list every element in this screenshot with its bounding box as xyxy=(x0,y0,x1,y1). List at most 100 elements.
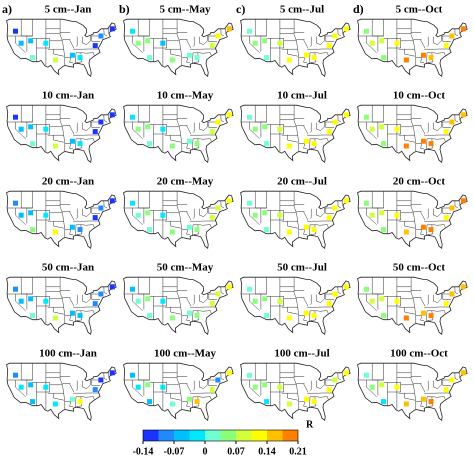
station xyxy=(92,301,98,307)
us-map xyxy=(357,362,468,422)
state-line xyxy=(316,208,325,217)
station xyxy=(147,227,153,233)
station xyxy=(135,384,141,390)
state-line xyxy=(225,286,227,292)
state-line xyxy=(103,28,108,37)
us-outline xyxy=(123,276,234,336)
station xyxy=(369,384,375,390)
us-map xyxy=(6,362,117,422)
us-outline xyxy=(123,104,234,164)
station xyxy=(428,141,434,147)
state-line xyxy=(249,380,260,397)
station xyxy=(326,215,332,221)
station xyxy=(215,291,221,297)
state-line xyxy=(366,380,377,397)
state-line xyxy=(426,294,429,305)
state-line xyxy=(108,114,110,120)
state-line xyxy=(426,208,429,219)
station xyxy=(28,382,34,388)
station xyxy=(264,227,270,233)
station xyxy=(147,55,153,61)
panel-title: 10 cm--May xyxy=(157,90,214,102)
state-line xyxy=(266,210,284,221)
state-line xyxy=(366,294,377,311)
panel-title: 50 cm--Jul xyxy=(277,262,327,274)
station xyxy=(449,291,455,297)
station xyxy=(311,55,317,61)
state-line xyxy=(32,124,50,135)
station xyxy=(311,399,317,405)
state-line xyxy=(186,297,192,307)
panel-title: 5 cm--Oct xyxy=(396,4,443,16)
station xyxy=(186,310,192,316)
state-line xyxy=(324,207,334,214)
state-line xyxy=(69,383,75,393)
station xyxy=(12,286,18,292)
us-outline xyxy=(240,276,351,336)
state-line xyxy=(220,200,225,209)
panel-label: c) xyxy=(236,2,245,16)
colorbar-bin xyxy=(143,430,159,441)
state-line xyxy=(266,296,284,307)
station xyxy=(303,52,309,58)
state-line xyxy=(207,207,217,214)
state-line xyxy=(420,211,426,221)
state-line xyxy=(75,36,78,47)
state-line xyxy=(199,122,208,131)
us-outline xyxy=(240,18,351,78)
station xyxy=(379,382,385,388)
station xyxy=(92,129,98,135)
station xyxy=(428,399,434,405)
station xyxy=(52,315,58,321)
state-line xyxy=(103,200,108,209)
state-line xyxy=(426,310,428,322)
state-line xyxy=(75,310,77,322)
station xyxy=(326,43,332,49)
panel-title: 10 cm--Jul xyxy=(277,90,327,102)
station xyxy=(28,124,34,130)
state-line xyxy=(186,125,192,135)
station xyxy=(252,126,258,132)
state-line xyxy=(192,138,194,150)
station xyxy=(311,227,317,233)
state-line xyxy=(75,294,78,305)
state-line xyxy=(82,208,91,217)
state-line xyxy=(69,211,75,221)
state-line xyxy=(32,296,50,307)
station xyxy=(43,384,49,390)
state-line xyxy=(266,38,284,49)
us-outline xyxy=(357,362,468,422)
state-line xyxy=(75,380,78,391)
state-line xyxy=(53,49,64,57)
state-line xyxy=(132,208,143,225)
panel-title: 5 cm--May xyxy=(159,4,211,16)
colorbar-bin xyxy=(236,430,252,441)
station xyxy=(326,387,332,393)
state-line xyxy=(225,28,227,34)
state-line xyxy=(90,379,100,386)
state-line xyxy=(426,138,428,150)
state-line xyxy=(103,286,108,295)
station xyxy=(332,119,338,125)
state-line xyxy=(366,208,377,225)
station xyxy=(262,124,268,130)
state-line xyxy=(108,28,110,34)
station xyxy=(169,229,175,235)
station xyxy=(326,129,332,135)
station xyxy=(194,399,200,405)
station xyxy=(428,227,434,233)
state-line xyxy=(420,125,426,135)
state-line xyxy=(32,38,50,49)
state-line xyxy=(433,208,442,217)
station xyxy=(286,57,292,63)
panel-title: 20 cm--Oct xyxy=(393,176,446,188)
state-line xyxy=(75,138,77,150)
station xyxy=(169,315,175,321)
state-line xyxy=(420,297,426,307)
station xyxy=(43,298,49,304)
colorbar-tick-label: 0.07 xyxy=(227,446,245,457)
state-line xyxy=(103,114,108,123)
station xyxy=(394,384,400,390)
state-line xyxy=(324,121,334,128)
station xyxy=(420,52,426,58)
